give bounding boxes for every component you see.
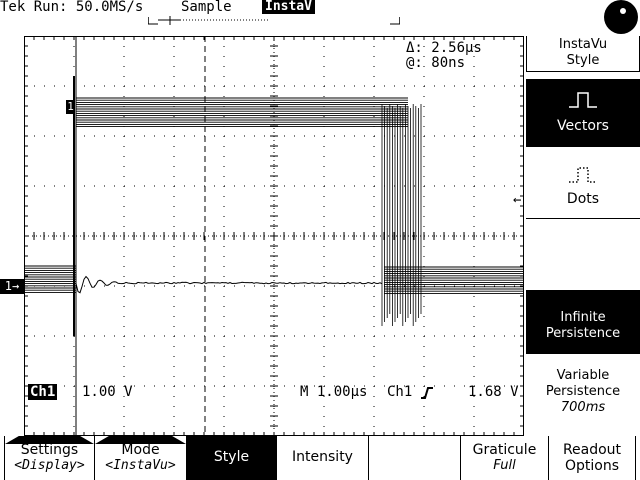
cursor-delta-readout: Δ: 2.56µs [406,40,482,56]
cursor-position-readout: @: 80ns [406,55,465,71]
empty-menu-slot [368,436,460,480]
ch1-reference-marker: 1 [66,100,75,114]
side-menu-title: InstaVu Style [526,36,640,72]
trigger-source: Ch1 [387,384,412,400]
power-indicator-icon [604,0,638,34]
trigger-level: 1.68 V [468,384,519,400]
variable-persistence-button[interactable]: Variable Persistence 700ms [526,368,640,428]
ch1-ground-marker: 1→ [0,279,24,294]
instavu-badge: InstaV [262,0,315,14]
trigger-level-arrow-icon: ← [513,193,521,207]
variable-persistence-value: 700ms [526,400,640,416]
record-length-indicator [148,16,400,25]
settings-button[interactable]: Settings <Display> [4,436,94,480]
readout-options-button[interactable]: Readout Options [548,436,636,480]
style-button[interactable]: Style [186,436,276,480]
acquisition-mode: Sample [181,0,232,15]
infinite-persistence-button[interactable]: Infinite Persistence [526,290,640,354]
mode-button[interactable]: Mode <InstaVu> [94,436,186,480]
volts-per-div: 1.00 V [82,384,133,400]
rising-edge-icon [420,386,434,400]
intensity-button[interactable]: Intensity [276,436,368,480]
side-menu: InstaVu Style Vectors Dots Infinite Pers… [526,36,640,436]
bottom-menu: Settings <Display> Mode <InstaVu> Style … [0,436,640,480]
run-status: Tek Run: 50.0MS/s [0,0,143,15]
timebase-readout: M 1.00µs [300,384,367,400]
graticule-button[interactable]: Graticule Full [460,436,548,480]
vectors-button[interactable]: Vectors [526,79,640,147]
graticule-grid [24,36,524,436]
vectors-icon [568,91,598,109]
dots-icon [568,166,598,184]
channel-label: Ch1 [28,384,57,400]
dots-button[interactable]: Dots [526,156,640,218]
waveform-graticule [24,36,524,436]
